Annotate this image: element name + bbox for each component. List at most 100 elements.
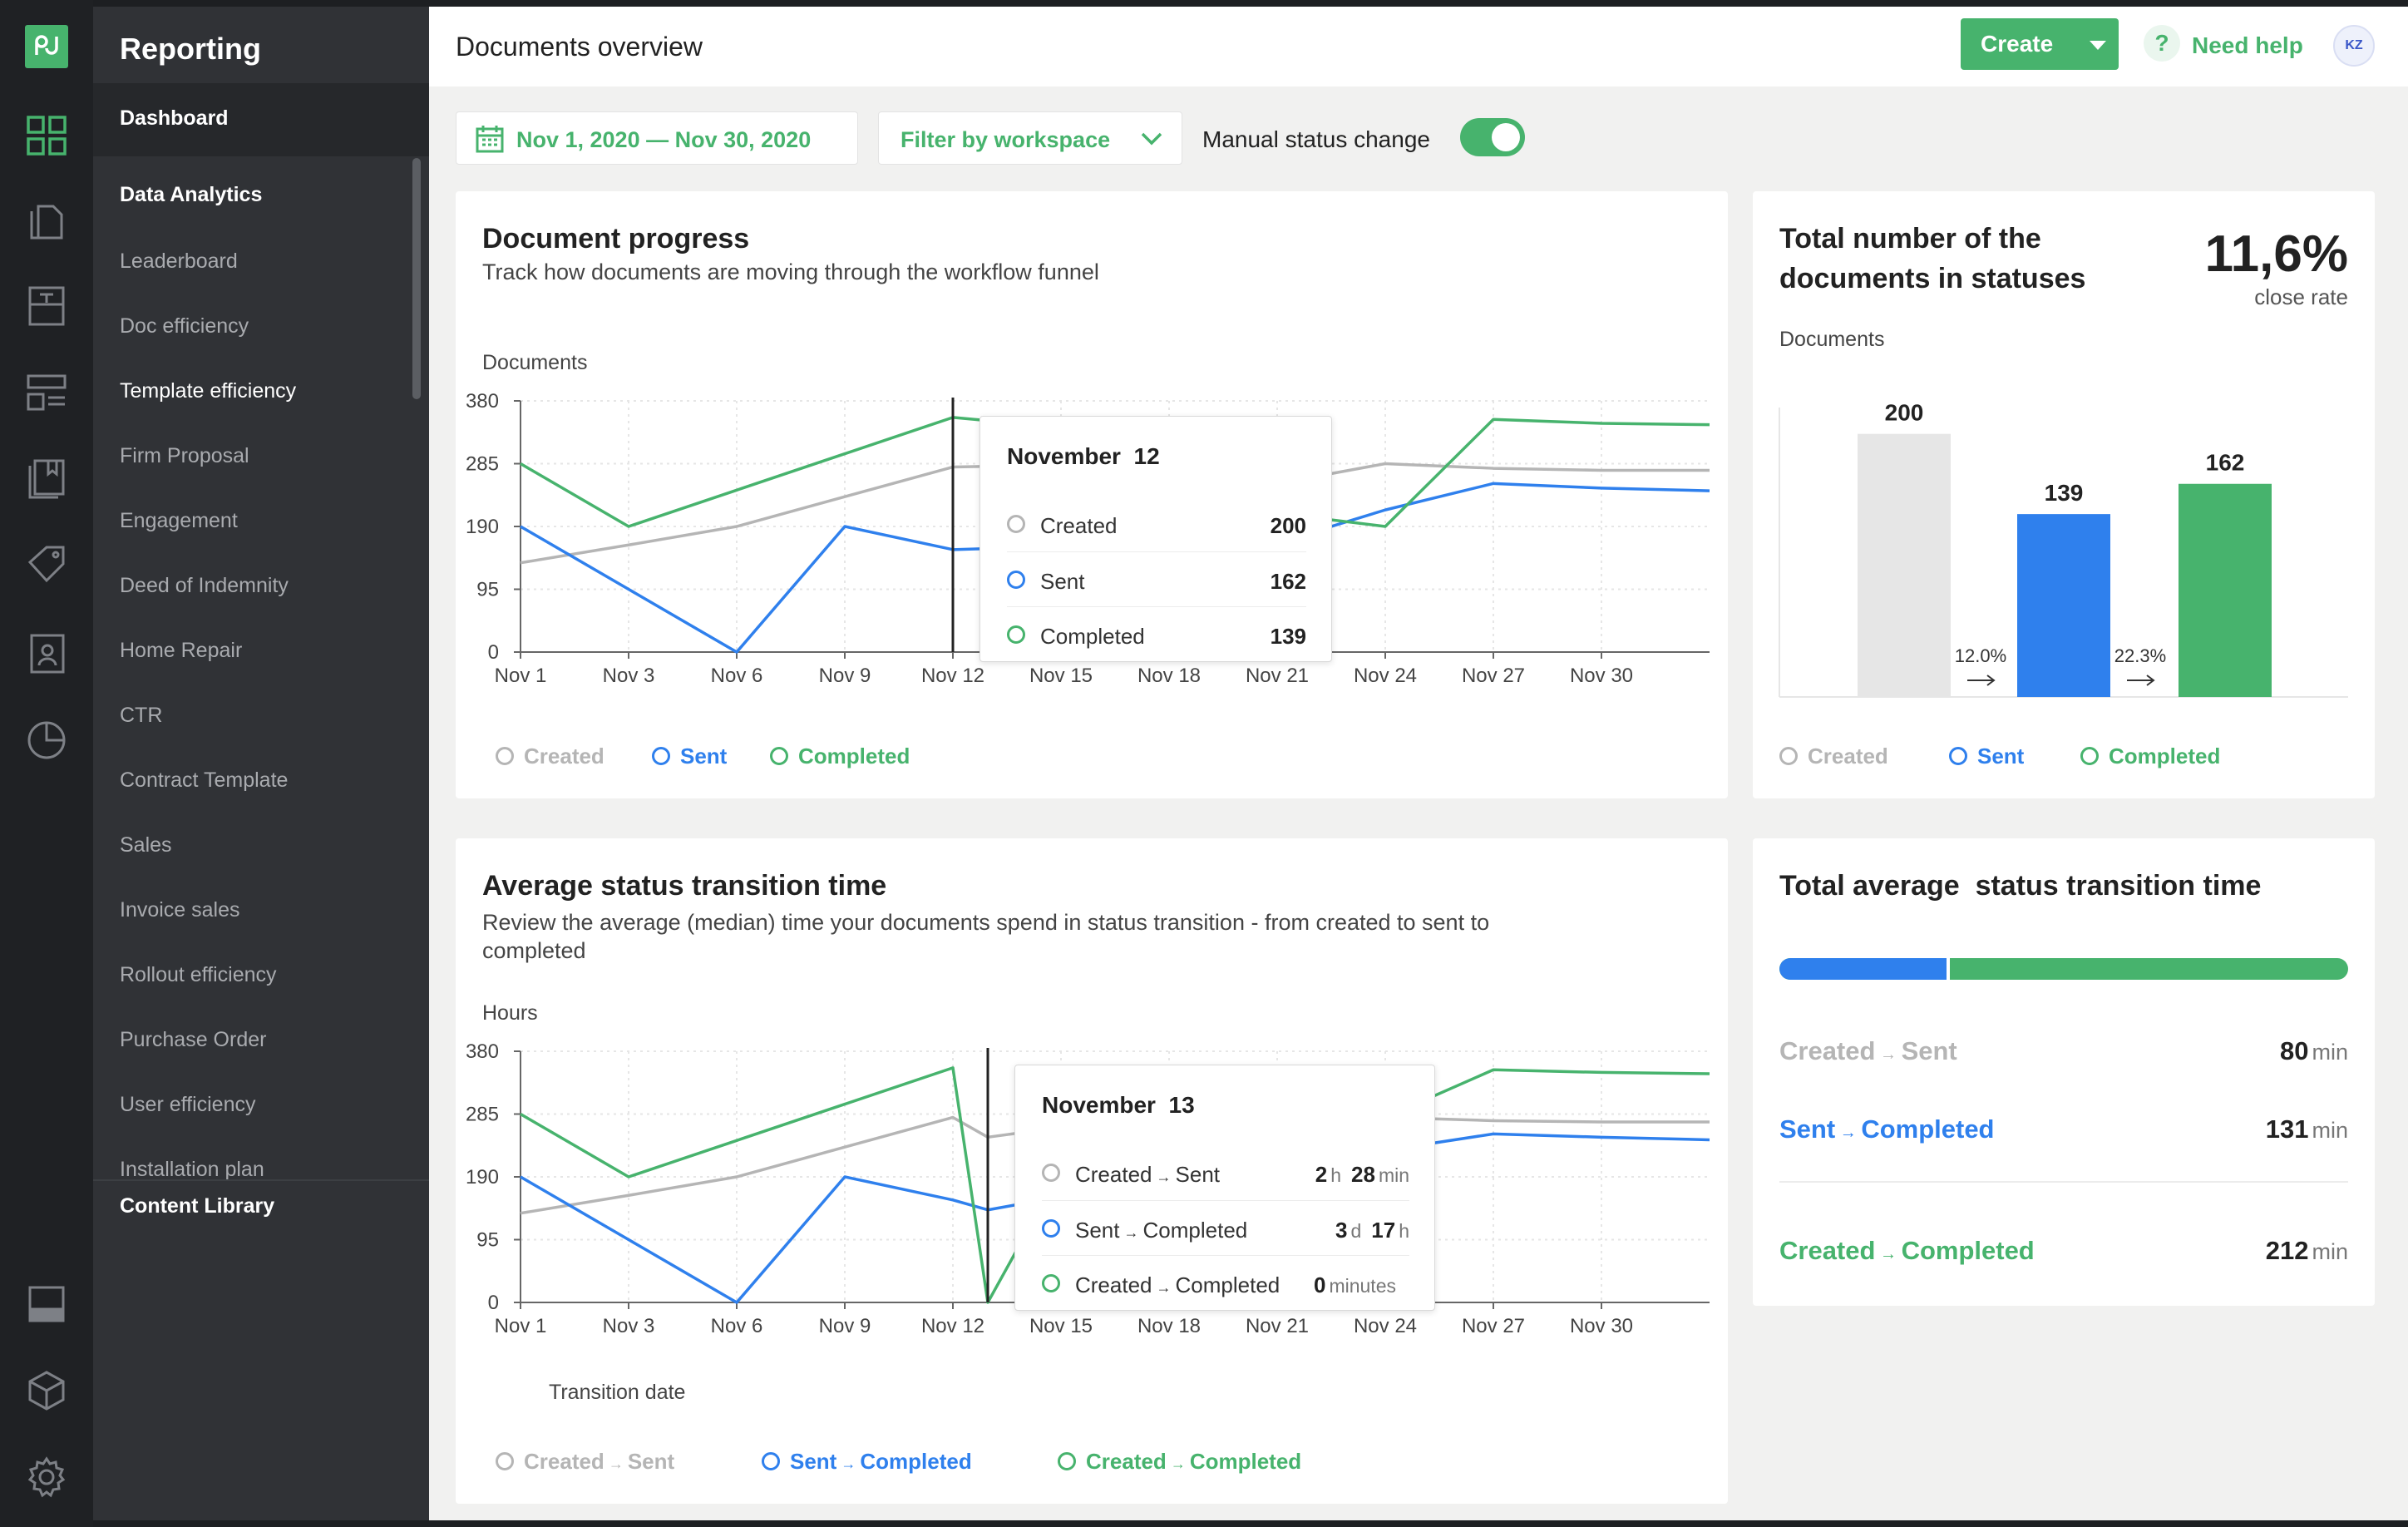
y-tick-label: 95 xyxy=(476,1229,499,1252)
sidebar-item[interactable]: Purchase Order xyxy=(120,1028,267,1051)
calendar-icon xyxy=(476,126,504,153)
y-tick-label: 0 xyxy=(488,641,499,664)
arrow-right-icon: → xyxy=(1152,1279,1176,1296)
arrow-right-icon: → xyxy=(1875,1245,1902,1263)
unit: min xyxy=(2312,1118,2348,1143)
sidebar-item[interactable]: Doc efficiency xyxy=(120,314,249,338)
sidebar-scrollbar[interactable] xyxy=(412,158,421,399)
create-button-label: Create xyxy=(1981,31,2054,57)
sidebar-item-dashboard[interactable]: Dashboard xyxy=(93,83,429,156)
progress-sent-segment xyxy=(1779,958,1951,980)
tooltip-date: November 13 xyxy=(1042,1092,1195,1118)
value: 212 xyxy=(2265,1236,2309,1265)
card-subtitle: Track how documents are moving through t… xyxy=(482,259,1099,284)
close-rate-value: 11,6% xyxy=(2204,225,2348,283)
transition-row: Sent → Completed 131 min xyxy=(1779,1106,2348,1148)
sidebar-item[interactable]: Installation plan xyxy=(120,1158,264,1181)
x-tick-label: Nov 15 xyxy=(1029,665,1093,687)
chevron-down-icon xyxy=(1141,132,1162,146)
avatar[interactable]: KZ xyxy=(2333,25,2375,67)
y-axis-label: Documents xyxy=(1779,328,1885,351)
icon-rail xyxy=(0,0,93,1527)
transition-label: Sent → Completed xyxy=(1779,1114,1995,1144)
transition-row: Created → Completed 212 min xyxy=(1779,1228,2348,1269)
sidebar-section-data-analytics[interactable]: Data Analytics xyxy=(120,183,263,206)
sidebar-item-label: Dashboard xyxy=(120,106,229,130)
unit-1: minutes xyxy=(1329,1275,1396,1297)
templates-icon[interactable] xyxy=(25,284,68,328)
total-avg-transition-card: Total average status transition time Cre… xyxy=(1753,838,2375,1306)
x-tick-label: Nov 9 xyxy=(819,1315,871,1337)
bar-value-label: 162 xyxy=(2206,450,2245,476)
y-tick-label: 0 xyxy=(488,1292,499,1314)
catalog-icon[interactable] xyxy=(25,457,68,501)
sidebar-item[interactable]: Sales xyxy=(120,833,172,857)
card-title: Document progress xyxy=(482,223,750,254)
need-help-label: Need help xyxy=(2192,32,2303,58)
from-status: Created xyxy=(1779,1236,1876,1265)
from-status: Created xyxy=(1075,1272,1152,1297)
help-icon: ? xyxy=(2144,25,2180,62)
ring-icon xyxy=(1779,747,1798,765)
settings-icon[interactable] xyxy=(25,1455,68,1499)
to-status: Completed xyxy=(1142,1218,1248,1243)
document-totals-chart: 200 139 162 12.0% 22.3% xyxy=(1779,400,2348,698)
x-axis-label: Transition date xyxy=(549,1381,686,1404)
to-status: Sent xyxy=(1175,1162,1221,1187)
sidebar-item[interactable]: Engagement xyxy=(120,509,238,532)
sidebar-item[interactable]: Template efficiency xyxy=(120,379,297,403)
tooltip-row-label: Created → Sent xyxy=(1075,1162,1220,1188)
sidebar-item[interactable]: Rollout efficiency xyxy=(120,963,277,986)
logo-icon[interactable] xyxy=(25,25,68,68)
y-tick-label: 190 xyxy=(466,516,499,538)
close-rate-label: close rate xyxy=(2254,284,2348,309)
bar-created[interactable] xyxy=(1858,433,1951,697)
inbox-icon[interactable] xyxy=(25,1282,68,1326)
sidebar-item[interactable]: Leaderboard xyxy=(120,250,238,273)
sidebar-item[interactable]: Firm Proposal xyxy=(120,444,249,467)
reports-icon[interactable] xyxy=(25,719,68,762)
sidebar-item[interactable]: Home Repair xyxy=(120,639,243,662)
create-button[interactable]: Create xyxy=(1961,18,2119,70)
sidebar-item[interactable]: Invoice sales xyxy=(120,898,240,922)
tooltip-row-value: 2 h 28 min xyxy=(1315,1162,1409,1188)
to-status: Completed xyxy=(1861,1114,1995,1144)
bar-completed[interactable] xyxy=(2179,483,2272,697)
from-status: Created xyxy=(1086,1449,1167,1474)
ring-icon xyxy=(762,1452,780,1470)
value-1: 3 xyxy=(1335,1218,1348,1243)
dashboard-icon[interactable] xyxy=(25,114,68,157)
caret-down-icon xyxy=(2090,41,2106,50)
arrow-right-icon: → xyxy=(1835,1124,1862,1142)
documents-icon[interactable] xyxy=(25,200,68,243)
sidebar-item[interactable]: User efficiency xyxy=(120,1093,256,1116)
forms-icon[interactable] xyxy=(25,371,68,414)
manual-status-label: Manual status change xyxy=(1202,126,1430,152)
transition-label: Created → Sent xyxy=(1779,1036,1957,1066)
document-progress-card: Document progress Track how documents ar… xyxy=(456,191,1728,798)
tooltip-row-label: Created → Completed xyxy=(1075,1272,1280,1298)
y-axis-label: Hours xyxy=(482,1001,538,1025)
cube-icon[interactable] xyxy=(25,1369,68,1412)
arrow-right-icon: → xyxy=(1166,1455,1190,1472)
sidebar-section-content-library[interactable]: Content Library xyxy=(120,1194,275,1218)
tooltip-date: November 12 xyxy=(1007,443,1160,469)
chart-tooltip: November 13 Created → Sent 2 h 28 min Sent → … xyxy=(1014,1065,1435,1311)
x-tick-label: Nov 21 xyxy=(1246,665,1309,687)
x-tick-label: Nov 18 xyxy=(1137,665,1201,687)
tag-icon[interactable] xyxy=(25,542,68,586)
bar-sent[interactable] xyxy=(2017,514,2110,697)
contacts-icon[interactable] xyxy=(25,632,68,675)
sidebar-item[interactable]: Contract Template xyxy=(120,768,289,792)
manual-status-toggle[interactable] xyxy=(1460,118,1525,156)
value: 80 xyxy=(2280,1036,2309,1065)
y-tick-label: 95 xyxy=(476,579,499,601)
page-title: Documents overview xyxy=(456,32,703,62)
arrow-right-icon: → xyxy=(604,1455,628,1472)
workspace-filter[interactable]: Filter by workspace xyxy=(878,111,1182,165)
sidebar-item[interactable]: Deed of Indemnity xyxy=(120,574,289,597)
sidebar-item[interactable]: CTR xyxy=(120,704,163,727)
date-range-filter[interactable]: Nov 1, 2020 — Nov 30, 2020 xyxy=(456,111,858,165)
x-tick-label: Nov 1 xyxy=(495,665,547,687)
